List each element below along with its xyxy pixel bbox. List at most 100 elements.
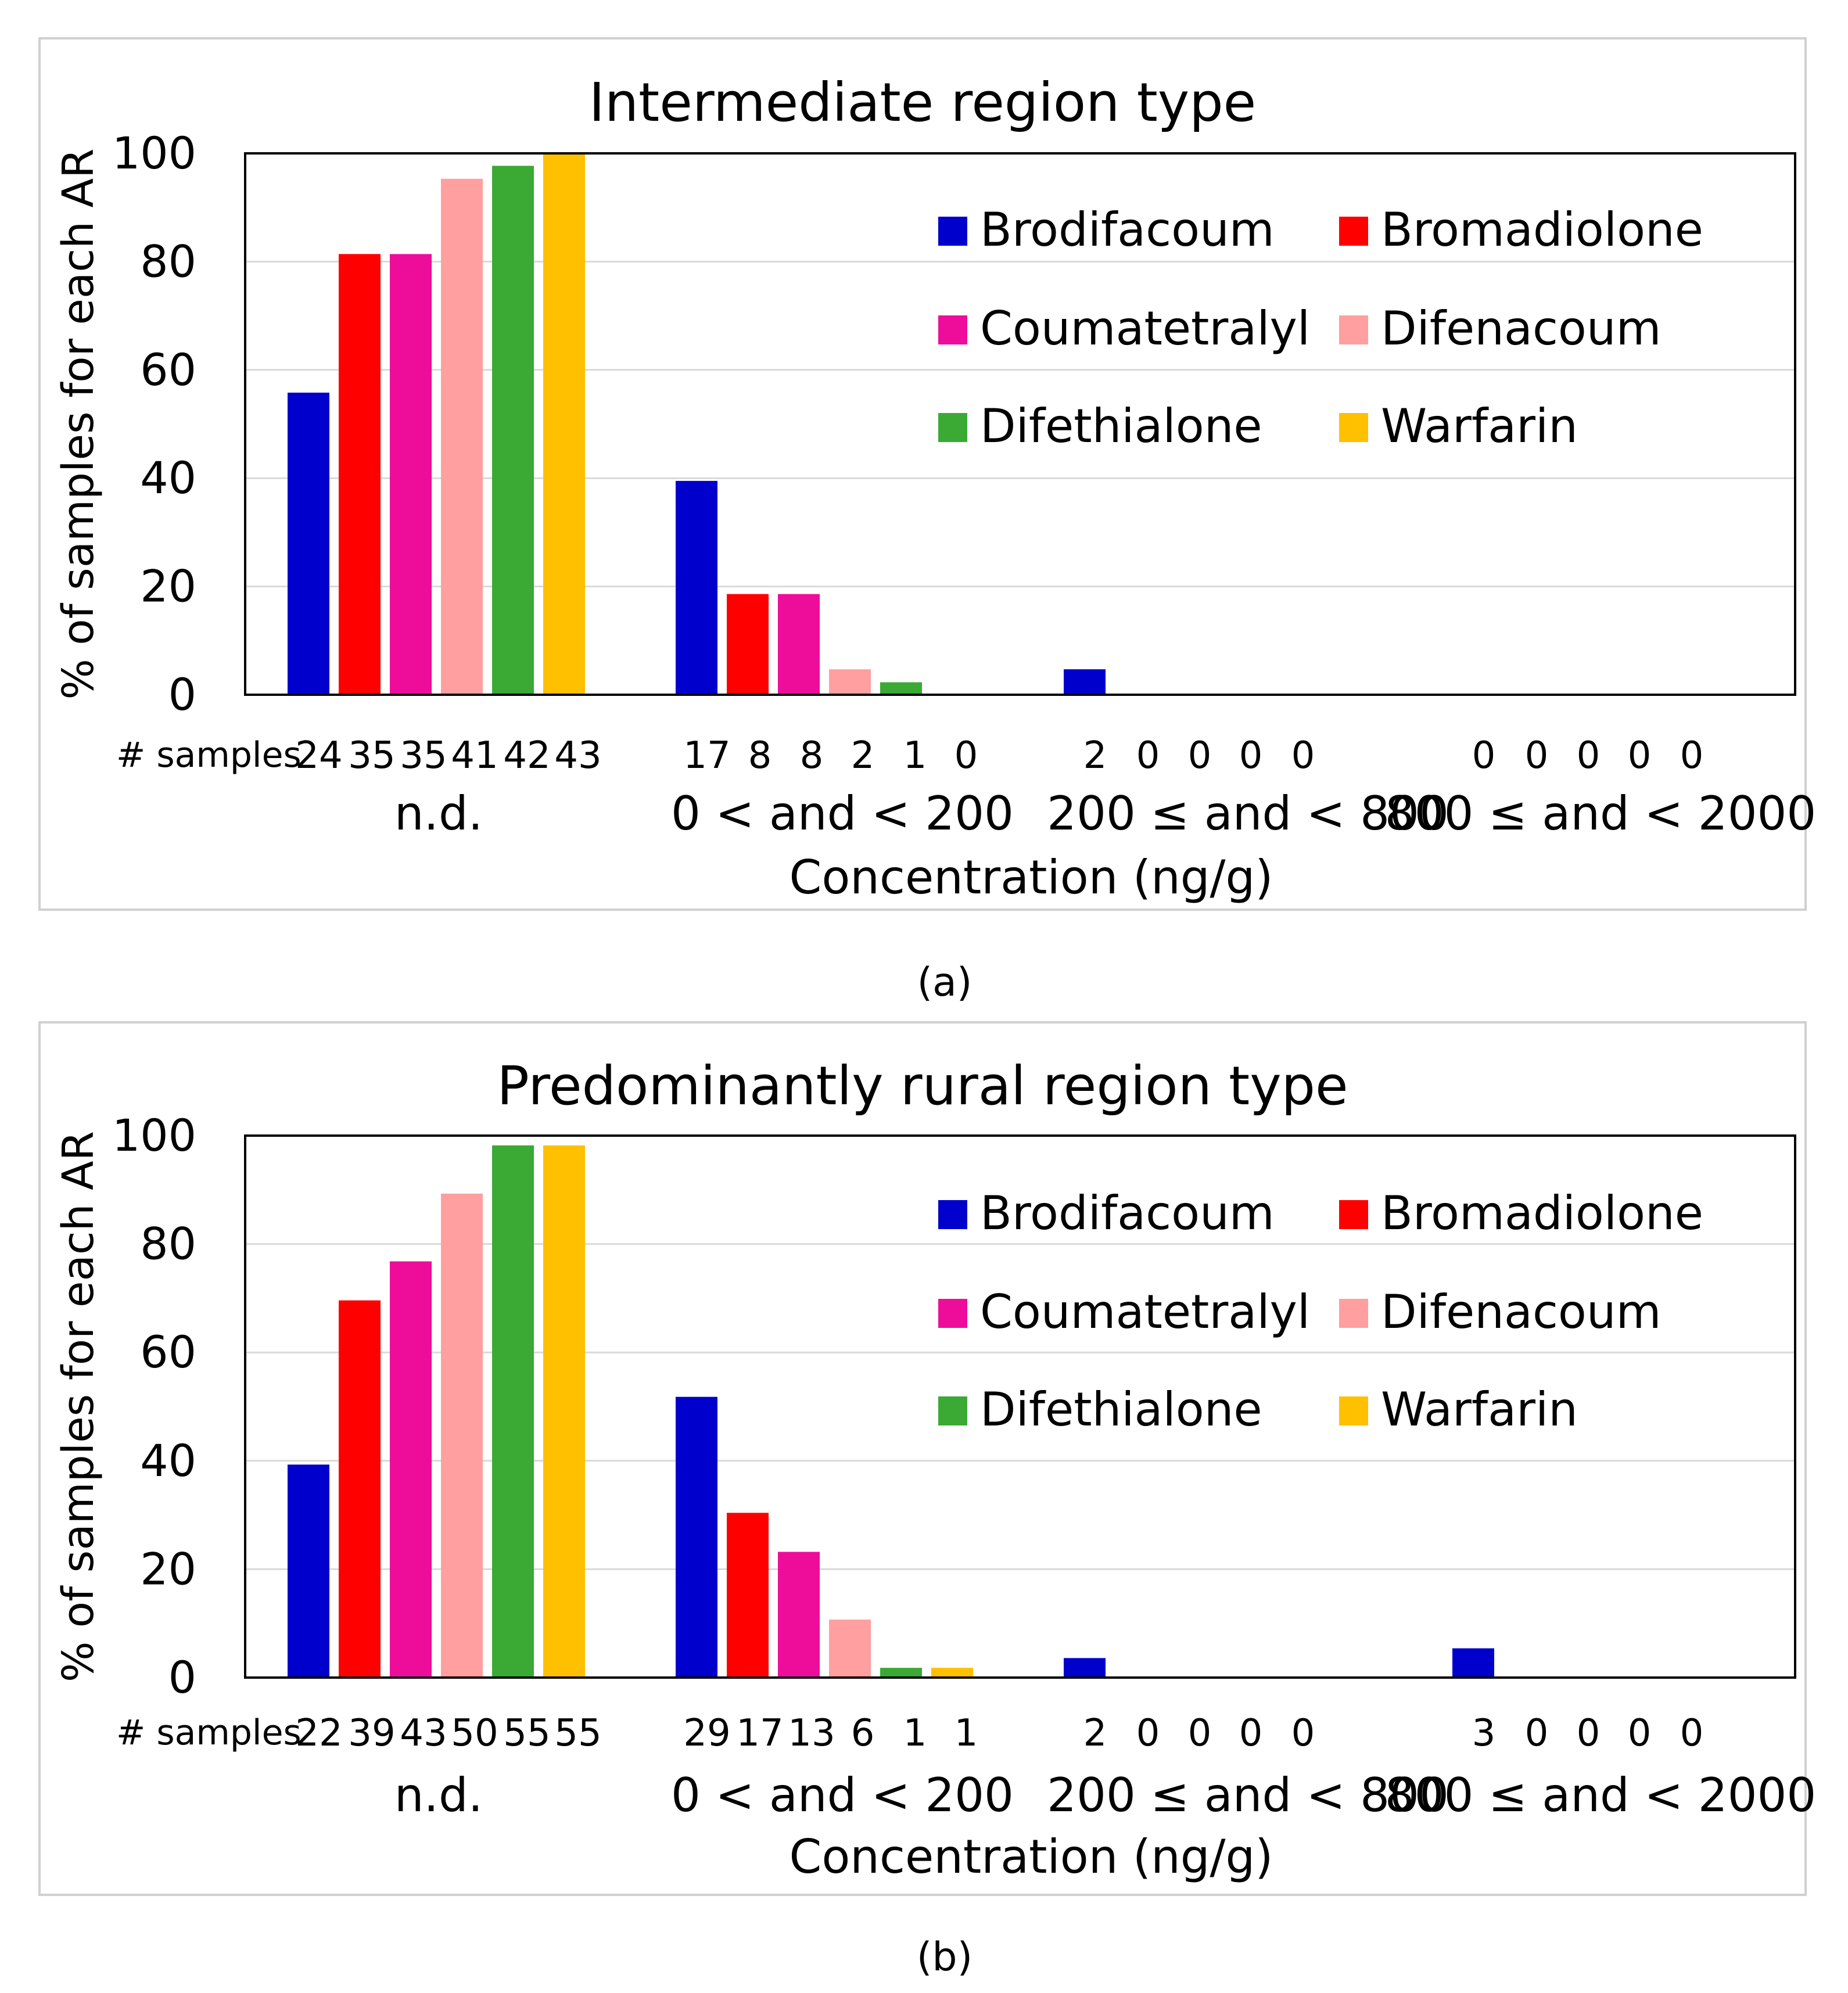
sample-count: 0 bbox=[1239, 1712, 1263, 1755]
bar-coumatetralyl bbox=[390, 1261, 432, 1678]
legend-entry-difethialone: Difethialone bbox=[980, 399, 1262, 453]
sample-count: 22 bbox=[295, 1712, 342, 1755]
sample-count: 17 bbox=[736, 1712, 783, 1755]
legend-entry-bromadiolone: Bromadiolone bbox=[1381, 1186, 1703, 1240]
bar-brodifacoum bbox=[676, 480, 717, 695]
sample-count: 8 bbox=[800, 734, 824, 777]
bar-coumatetralyl bbox=[778, 1552, 820, 1678]
sample-count: 0 bbox=[1188, 734, 1212, 777]
category-label: 800 ≤ and < 2000 bbox=[1385, 1768, 1817, 1822]
sample-count: 0 bbox=[1628, 1712, 1652, 1755]
sample-count: 13 bbox=[788, 1712, 835, 1755]
y-tick-label: 20 bbox=[140, 1543, 196, 1595]
sample-count: 43 bbox=[400, 1712, 447, 1755]
sample-count: 0 bbox=[1628, 734, 1652, 777]
y-axis-label: % of samples for each AR bbox=[53, 148, 103, 699]
x-axis-label: Concentration (ng/g) bbox=[789, 850, 1273, 904]
bar-brodifacoum bbox=[288, 1464, 329, 1678]
sample-count: 0 bbox=[1188, 1712, 1212, 1755]
y-tick-label: 80 bbox=[140, 1218, 196, 1270]
legend-entry-warfarin: Warfarin bbox=[1381, 1382, 1578, 1437]
y-tick-label: 60 bbox=[140, 1326, 196, 1378]
sample-count: 35 bbox=[348, 734, 395, 777]
y-tick-label: 40 bbox=[140, 1435, 196, 1486]
bar-bromadiolone bbox=[339, 1300, 381, 1678]
chart-title: Predominantly rural region type bbox=[497, 1055, 1348, 1117]
y-axis-label: % of samples for each AR bbox=[53, 1131, 103, 1682]
bar-brodifacoum bbox=[1064, 1658, 1106, 1678]
sample-count: 0 bbox=[954, 734, 978, 777]
sample-count: 0 bbox=[1136, 734, 1160, 777]
sample-count: 8 bbox=[748, 734, 772, 777]
bar-coumatetralyl bbox=[778, 594, 820, 695]
legend-swatch bbox=[938, 1299, 967, 1328]
x-axis-label: Concentration (ng/g) bbox=[789, 1830, 1273, 1884]
legend-swatch bbox=[938, 1396, 967, 1425]
sample-count: 43 bbox=[554, 734, 601, 777]
sample-count: 0 bbox=[1577, 734, 1601, 777]
category-label: n.d. bbox=[394, 787, 483, 841]
sample-count: 55 bbox=[554, 1712, 601, 1755]
sample-count: 2 bbox=[851, 734, 875, 777]
y-tick-label: 60 bbox=[140, 344, 196, 396]
legend-swatch bbox=[1339, 1200, 1368, 1229]
bar-bromadiolone bbox=[339, 254, 381, 695]
sample-count: 0 bbox=[1680, 734, 1704, 777]
sample-count: 0 bbox=[1680, 1712, 1704, 1755]
sample-count: 0 bbox=[1472, 734, 1496, 777]
sample-count: 1 bbox=[903, 1712, 927, 1755]
legend-swatch bbox=[1339, 315, 1368, 344]
legend-entry-brodifacoum: Brodifacoum bbox=[980, 1186, 1275, 1240]
bar-difenacoum bbox=[441, 1193, 483, 1678]
sample-count: 0 bbox=[1291, 1712, 1315, 1755]
sample-count: 2 bbox=[1083, 1712, 1107, 1755]
y-tick-label: 40 bbox=[140, 452, 196, 504]
y-tick-label: 100 bbox=[112, 127, 196, 179]
sample-count: 2 bbox=[1083, 734, 1107, 777]
bar-brodifacoum bbox=[1064, 669, 1106, 695]
bar-bromadiolone bbox=[727, 594, 769, 695]
bar-brodifacoum bbox=[676, 1396, 717, 1678]
bar-bromadiolone bbox=[727, 1513, 769, 1678]
legend-entry-difenacoum: Difenacoum bbox=[1381, 1285, 1662, 1339]
chart-title: Intermediate region type bbox=[589, 71, 1257, 134]
plot-area-border bbox=[244, 1134, 1796, 1679]
sample-count: 0 bbox=[1239, 734, 1263, 777]
legend-entry-brodifacoum: Brodifacoum bbox=[980, 203, 1275, 257]
category-label: 200 ≤ and < 800 bbox=[1047, 1768, 1449, 1822]
plot-area-border bbox=[244, 152, 1796, 696]
y-tick-label: 0 bbox=[168, 669, 196, 720]
legend-swatch bbox=[1339, 1299, 1368, 1328]
sample-count: 39 bbox=[348, 1712, 395, 1755]
y-tick-label: 0 bbox=[168, 1651, 196, 1703]
samples-label: # samples bbox=[116, 735, 302, 775]
category-label: 0 < and < 200 bbox=[671, 787, 1014, 841]
sample-count: 3 bbox=[1472, 1712, 1496, 1755]
category-label: 0 < and < 200 bbox=[671, 1768, 1014, 1822]
sample-count: 6 bbox=[851, 1712, 875, 1755]
legend-swatch bbox=[1339, 413, 1368, 442]
legend-entry-warfarin: Warfarin bbox=[1381, 399, 1578, 453]
legend-swatch bbox=[938, 1200, 967, 1229]
bar-warfarin bbox=[543, 153, 585, 695]
sample-count: 55 bbox=[503, 1712, 550, 1755]
legend-entry-coumatetralyl: Coumatetralyl bbox=[980, 1285, 1310, 1339]
samples-label: # samples bbox=[116, 1712, 302, 1753]
chart-frame bbox=[38, 37, 1807, 911]
bar-difethialone bbox=[880, 682, 922, 695]
legend-entry-difethialone: Difethialone bbox=[980, 1382, 1262, 1437]
sample-count: 29 bbox=[683, 1712, 730, 1755]
bar-difenacoum bbox=[829, 669, 871, 695]
legend-swatch bbox=[938, 217, 967, 246]
bar-difenacoum bbox=[829, 1619, 871, 1678]
sample-count: 0 bbox=[1136, 1712, 1160, 1755]
y-tick-label: 80 bbox=[140, 235, 196, 287]
sample-count: 0 bbox=[1525, 734, 1549, 777]
sample-count: 50 bbox=[451, 1712, 498, 1755]
bar-brodifacoum bbox=[288, 392, 329, 695]
bar-brodifacoum bbox=[1452, 1648, 1494, 1678]
chart-frame bbox=[38, 1021, 1807, 1896]
